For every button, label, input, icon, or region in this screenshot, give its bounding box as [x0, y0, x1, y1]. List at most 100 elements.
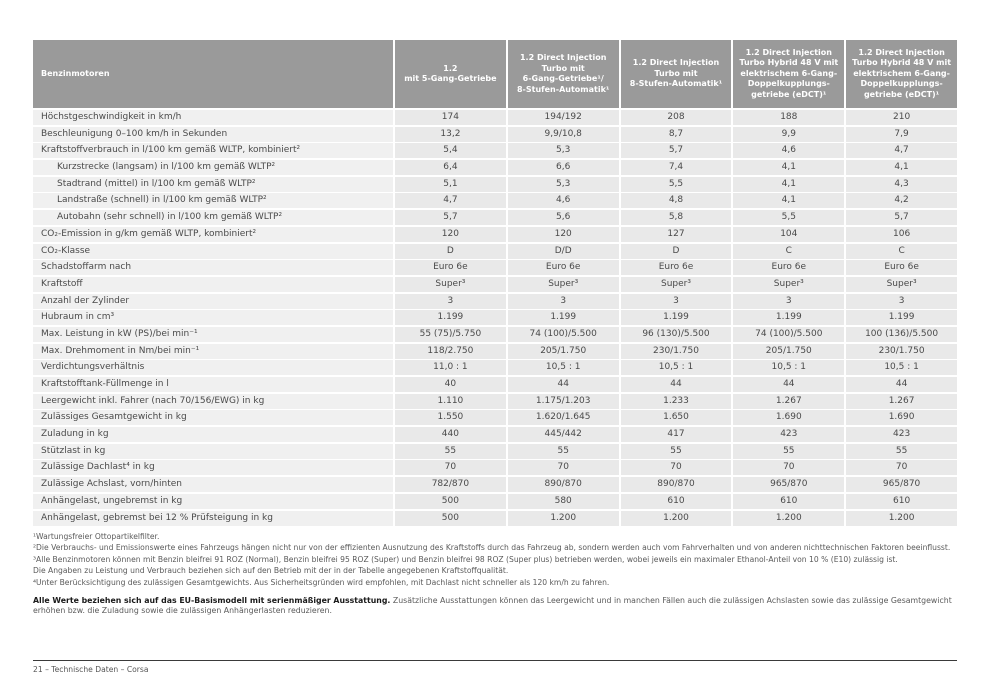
row-value: 10,5 : 1 [507, 360, 619, 376]
table-header-column: 1.2 Direct Injection Turbo mit 8-Stufen-… [620, 40, 732, 108]
row-value: 210 [846, 110, 957, 125]
row-value: 44 [507, 377, 619, 392]
row-value: 1.199 [395, 310, 506, 326]
row-value: 4,3 [846, 176, 957, 192]
row-value: 1.233 [620, 393, 732, 409]
table-row: Autobahn (sehr schnell) in l/100 km gemä… [33, 210, 957, 226]
row-value: 70 [507, 460, 619, 476]
row-label: Verdichtungsverhältnis [33, 360, 393, 376]
row-value: 188 [733, 110, 845, 125]
row-value: 44 [846, 377, 957, 392]
table-row: Max. Leistung in kW (PS)/bei min⁻¹ 55 (75… [33, 326, 957, 342]
row-value: 1.267 [846, 393, 957, 409]
table-row: CO₂-Klasse D D/D D C C [33, 243, 957, 259]
row-label: Stadtrand (mittel) in l/100 km gemäß WLT… [33, 176, 393, 192]
row-value: 580 [507, 493, 619, 509]
row-value: Euro 6e [507, 260, 619, 276]
row-value: 440 [395, 427, 506, 443]
row-value: 1.267 [733, 393, 845, 409]
row-value: C [733, 243, 845, 259]
row-value: 5,7 [620, 143, 732, 159]
row-value: 4,1 [733, 160, 845, 176]
table-row: Zulässige Achslast, vorn/hinten 782/870 89… [33, 477, 957, 493]
row-value: 44 [733, 377, 845, 392]
row-value: 500 [395, 510, 506, 526]
row-value: 118/2.750 [395, 343, 506, 359]
row-value: Super³ [733, 276, 845, 292]
row-label: Schadstoffarm nach [33, 260, 393, 276]
row-value: 205/1.750 [733, 343, 845, 359]
row-value: 5,5 [733, 210, 845, 226]
row-label: Kurzstrecke (langsam) in l/100 km gemäß … [33, 160, 393, 176]
row-value: Euro 6e [733, 260, 845, 276]
row-value: Super³ [620, 276, 732, 292]
row-value: 230/1.750 [620, 343, 732, 359]
row-value: Euro 6e [846, 260, 957, 276]
row-value: 74 (100)/5.500 [733, 326, 845, 342]
row-label: Zulässiges Gesamtgewicht in kg [33, 410, 393, 426]
row-label: CO₂-Emission in g/km gemäß WLTP, kombini… [33, 226, 393, 242]
table-row: Kurzstrecke (langsam) in l/100 km gemäß … [33, 160, 957, 176]
table-row: Stadtrand (mittel) in l/100 km gemäß WLT… [33, 176, 957, 192]
row-value: 55 [846, 443, 957, 459]
row-value: 5,8 [620, 210, 732, 226]
row-value: 1.199 [620, 310, 732, 326]
table-header-column: 1.2 Direct Injection Turbo Hybrid 48 V m… [846, 40, 957, 108]
row-value: 55 [733, 443, 845, 459]
row-value: 9,9 [733, 126, 845, 142]
row-value: 55 (75)/5.750 [395, 326, 506, 342]
table-header-column: 1.2 mit 5-Gang-Getriebe [395, 40, 506, 108]
row-value: 4,1 [733, 193, 845, 209]
row-value: 1.200 [620, 510, 732, 526]
row-value: 1.650 [620, 410, 732, 426]
row-value: C [846, 243, 957, 259]
table-header-column: 1.2 Direct Injection Turbo Hybrid 48 V m… [733, 40, 845, 108]
table-row: CO₂-Emission in g/km gemäß WLTP, kombini… [33, 226, 957, 242]
row-label: Zuladung in kg [33, 427, 393, 443]
row-value: 1.200 [846, 510, 957, 526]
row-value: 120 [507, 226, 619, 242]
general-note-rest: Zusätzliche Ausstattungen können das Lee… [33, 595, 952, 616]
row-value: 3 [846, 293, 957, 309]
row-value: D/D [507, 243, 619, 259]
row-label: Stützlast in kg [33, 443, 393, 459]
row-value: 610 [620, 493, 732, 509]
row-value: 1.620/1.645 [507, 410, 619, 426]
row-value: 965/870 [846, 477, 957, 493]
table-header-row: Benzinmotoren 1.2 mit 5-Gang-Getriebe 1.2… [33, 40, 957, 108]
row-value: D [395, 243, 506, 259]
row-label: Zulässige Achslast, vorn/hinten [33, 477, 393, 493]
row-label: Anhängelast, gebremst bei 12 % Prüfsteig… [33, 510, 393, 526]
row-value: D [620, 243, 732, 259]
row-label: Anzahl der Zylinder [33, 293, 393, 309]
row-value: Super³ [507, 276, 619, 292]
table-row: Zulässige Dachlast⁴ in kg 70 70 70 70 70 [33, 460, 957, 476]
table-row: Kraftstofftank-Füllmenge in l 40 44 44 44 44 [33, 377, 957, 392]
row-value: 174 [395, 110, 506, 125]
row-value: 3 [395, 293, 506, 309]
row-value: 127 [620, 226, 732, 242]
row-value: 205/1.750 [507, 343, 619, 359]
row-value: 55 [620, 443, 732, 459]
table-row: Anzahl der Zylinder 3 3 3 3 3 [33, 293, 957, 309]
row-label: Kraftstofftank-Füllmenge in l [33, 377, 393, 392]
row-value: 6,4 [395, 160, 506, 176]
row-value: 7,4 [620, 160, 732, 176]
row-value: 8,7 [620, 126, 732, 142]
general-note-bold: Alle Werte beziehen sich auf das EU-Basi… [33, 595, 391, 605]
row-value: 1.199 [507, 310, 619, 326]
table-row: Anhängelast, gebremst bei 12 % Prüfsteig… [33, 510, 957, 526]
row-value: 1.200 [733, 510, 845, 526]
row-value: 4,2 [846, 193, 957, 209]
table-body: Höchstgeschwindigkeit in km/h 174 194/192 2… [33, 110, 957, 526]
row-label: Anhängelast, ungebremst in kg [33, 493, 393, 509]
page-footer: 21 – Technische Daten – Corsa [33, 665, 149, 674]
row-label: CO₂-Klasse [33, 243, 393, 259]
footnotes: ¹Wartungsfreier Ottopartikelfilter. ²Die … [33, 532, 957, 588]
table-row: Höchstgeschwindigkeit in km/h 174 194/192 2… [33, 110, 957, 125]
row-value: Euro 6e [620, 260, 732, 276]
row-value: 5,5 [620, 176, 732, 192]
row-value: 965/870 [733, 477, 845, 493]
row-value: 417 [620, 427, 732, 443]
row-value: 1.175/1.203 [507, 393, 619, 409]
